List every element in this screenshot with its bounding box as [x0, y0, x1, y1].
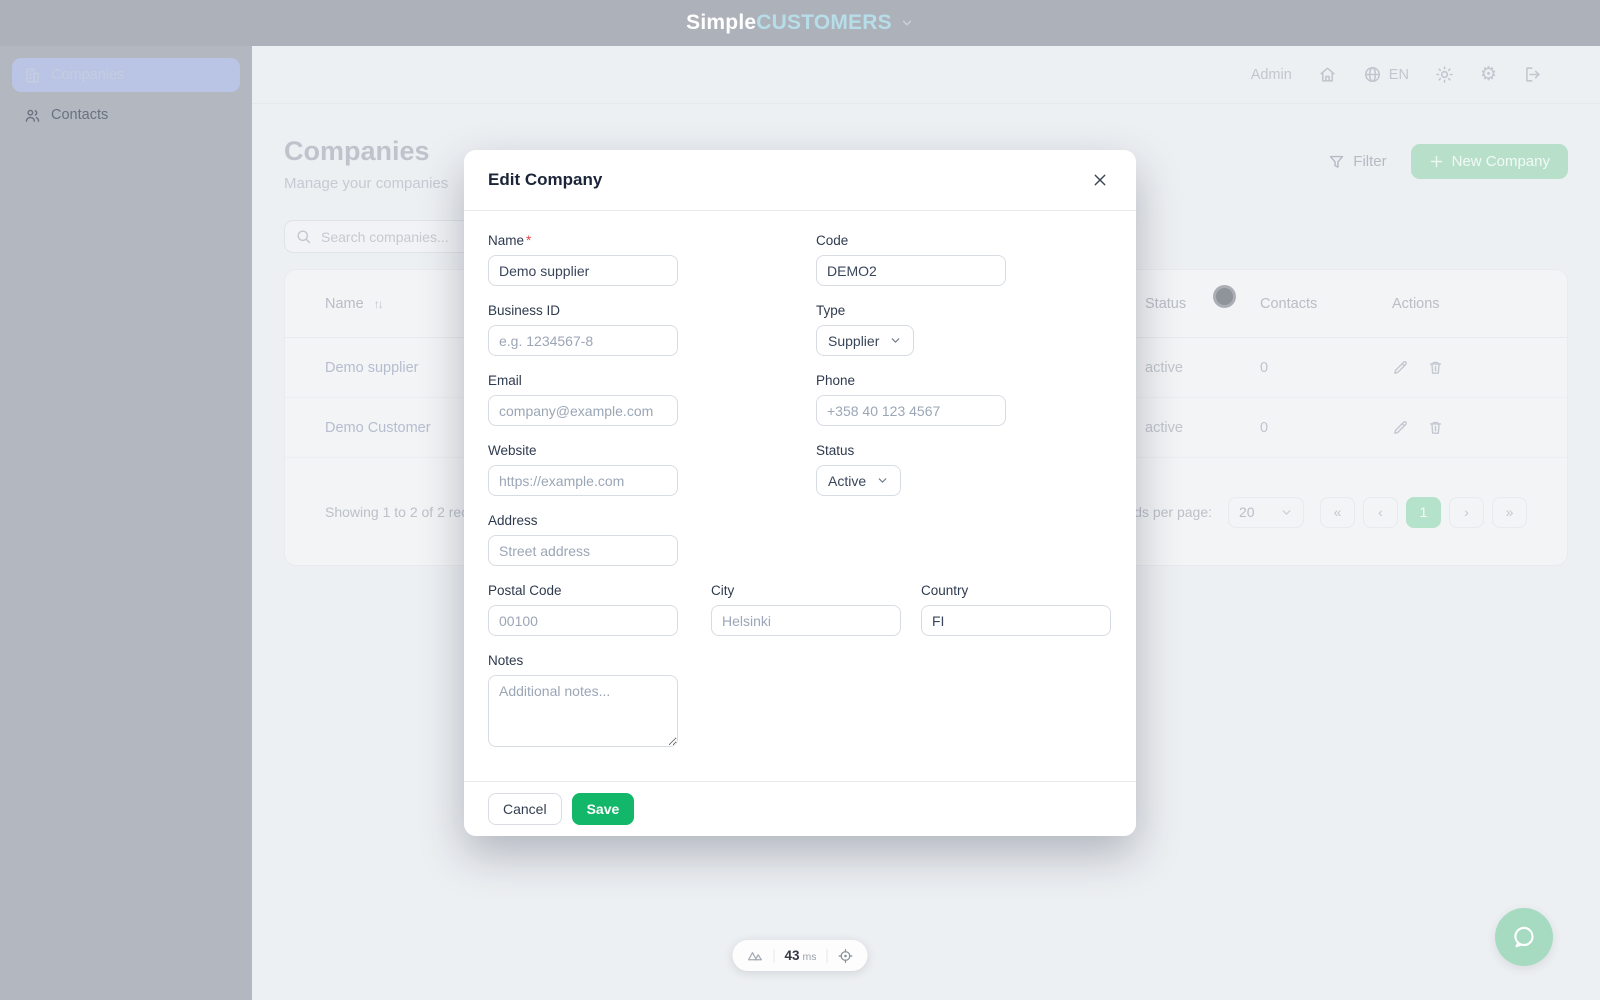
people-icon	[24, 107, 41, 124]
brand-prefix: Simple	[686, 11, 757, 34]
theme-toggle-sun-icon[interactable]	[1435, 65, 1454, 84]
city-field-label: City	[711, 583, 735, 598]
email-field[interactable]	[488, 395, 678, 426]
delete-trash-icon[interactable]	[1427, 419, 1444, 436]
chat-button[interactable]	[1495, 908, 1553, 966]
language-switcher[interactable]: EN	[1363, 65, 1409, 84]
edit-pencil-icon[interactable]	[1392, 359, 1409, 376]
pagination-first-button[interactable]: «	[1320, 496, 1355, 528]
home-icon[interactable]	[1318, 65, 1337, 84]
edit-company-modal: Edit Company Name* Code Business ID Type	[464, 150, 1136, 836]
showing-records-text: Showing 1 to 2 of 2 records	[325, 504, 496, 520]
brand[interactable]: SimpleCUSTOMERS	[686, 11, 914, 35]
close-icon[interactable]	[1088, 168, 1112, 192]
filter-label: Filter	[1353, 153, 1387, 170]
brand-text: SimpleCUSTOMERS	[686, 11, 892, 35]
contacts-count: 0	[1260, 359, 1269, 376]
filter-button[interactable]: Filter	[1318, 145, 1396, 178]
code-field[interactable]	[816, 255, 1006, 286]
crosshair-icon[interactable]	[838, 948, 854, 964]
sidebar-item-companies[interactable]: Companies	[12, 58, 240, 92]
country-field-label: Country	[921, 583, 969, 598]
status-badge: active	[1145, 359, 1183, 376]
plus-icon	[1429, 154, 1444, 169]
column-contacts: Contacts	[1260, 295, 1318, 312]
status-select[interactable]: Active	[816, 465, 902, 496]
cancel-button[interactable]: Cancel	[488, 793, 562, 825]
city-field[interactable]	[711, 605, 901, 636]
email-field-label: Email	[488, 373, 522, 388]
name-field[interactable]	[488, 255, 678, 286]
search-icon	[295, 228, 312, 250]
mountain-logo-icon	[746, 947, 763, 964]
company-name-link[interactable]: Demo Customer	[325, 419, 431, 436]
page-title: Companies	[284, 136, 430, 166]
business-id-field-label: Business ID	[488, 303, 561, 318]
name-field-label: Name *	[488, 233, 532, 248]
address-field[interactable]	[488, 535, 678, 566]
pagination-prev-button[interactable]: ‹	[1363, 496, 1398, 528]
latency-unit: ms	[802, 951, 817, 963]
required-asterisk: *	[526, 233, 532, 248]
postal-code-field-label: Postal Code	[488, 583, 562, 598]
sidebar-item-contacts[interactable]: Contacts	[12, 98, 240, 132]
divider	[773, 948, 775, 963]
website-field-label: Website	[488, 443, 537, 458]
building-icon	[24, 67, 41, 84]
new-company-label: New Company	[1451, 153, 1550, 170]
sidebar-item-label: Contacts	[51, 107, 109, 123]
latency-value: 43 ms	[784, 948, 817, 963]
pagination-last-button[interactable]: »	[1492, 496, 1527, 528]
sidebar-item-label: Companies	[51, 67, 125, 83]
notes-field[interactable]	[488, 675, 678, 747]
column-name[interactable]: Name	[325, 295, 364, 312]
phone-field-label: Phone	[816, 373, 856, 388]
language-label: EN	[1388, 66, 1409, 83]
chat-bubble-icon	[1511, 924, 1537, 950]
status-field-label: Status	[816, 443, 855, 458]
user-name: Admin	[1250, 66, 1292, 83]
contacts-count: 0	[1260, 419, 1269, 436]
brand-suffix: CUSTOMERS	[756, 11, 892, 34]
country-field[interactable]	[921, 605, 1111, 636]
column-status: Status	[1145, 295, 1187, 312]
sort-icon[interactable]: ↑↓	[373, 296, 384, 311]
cursor-indicator	[1213, 285, 1236, 308]
company-name-link[interactable]: Demo supplier	[325, 359, 419, 376]
type-field-label: Type	[816, 303, 846, 318]
sidebar: Companies Contacts	[0, 46, 252, 1000]
column-actions: Actions	[1392, 295, 1440, 312]
pagination-next-button[interactable]: ›	[1449, 496, 1484, 528]
type-select[interactable]: Supplier	[816, 325, 915, 356]
type-select-value: Supplier	[828, 332, 880, 349]
postal-code-field[interactable]	[488, 605, 678, 636]
code-field-label: Code	[816, 233, 849, 248]
business-id-field[interactable]	[488, 325, 678, 356]
save-button[interactable]: Save	[571, 793, 635, 825]
status-badge: active	[1145, 419, 1183, 436]
chevron-down-icon[interactable]	[900, 16, 914, 30]
modal-title: Edit Company	[488, 170, 603, 189]
phone-field[interactable]	[816, 395, 1006, 426]
website-field[interactable]	[488, 465, 678, 496]
page-size-select[interactable]: 20	[1228, 496, 1304, 528]
new-company-button[interactable]: New Company	[1410, 144, 1568, 179]
pagination-page-1-button[interactable]: 1	[1406, 496, 1441, 528]
header-toolbar: Admin EN ⚙	[252, 46, 1600, 104]
delete-trash-icon[interactable]	[1427, 359, 1444, 376]
page-size-value: 20	[1239, 504, 1255, 520]
logout-icon[interactable]	[1523, 65, 1542, 84]
edit-pencil-icon[interactable]	[1392, 419, 1409, 436]
dev-status-pill: 43 ms	[732, 940, 868, 971]
address-field-label: Address	[488, 513, 538, 528]
page-subtitle: Manage your companies	[284, 175, 449, 192]
status-select-value: Active	[828, 472, 867, 489]
globe-icon	[1363, 65, 1382, 84]
settings-gear-icon[interactable]: ⚙	[1479, 63, 1497, 85]
notes-field-label: Notes	[488, 653, 524, 668]
funnel-icon	[1328, 153, 1345, 170]
divider	[826, 948, 828, 963]
topbar: SimpleCUSTOMERS	[0, 0, 1600, 46]
